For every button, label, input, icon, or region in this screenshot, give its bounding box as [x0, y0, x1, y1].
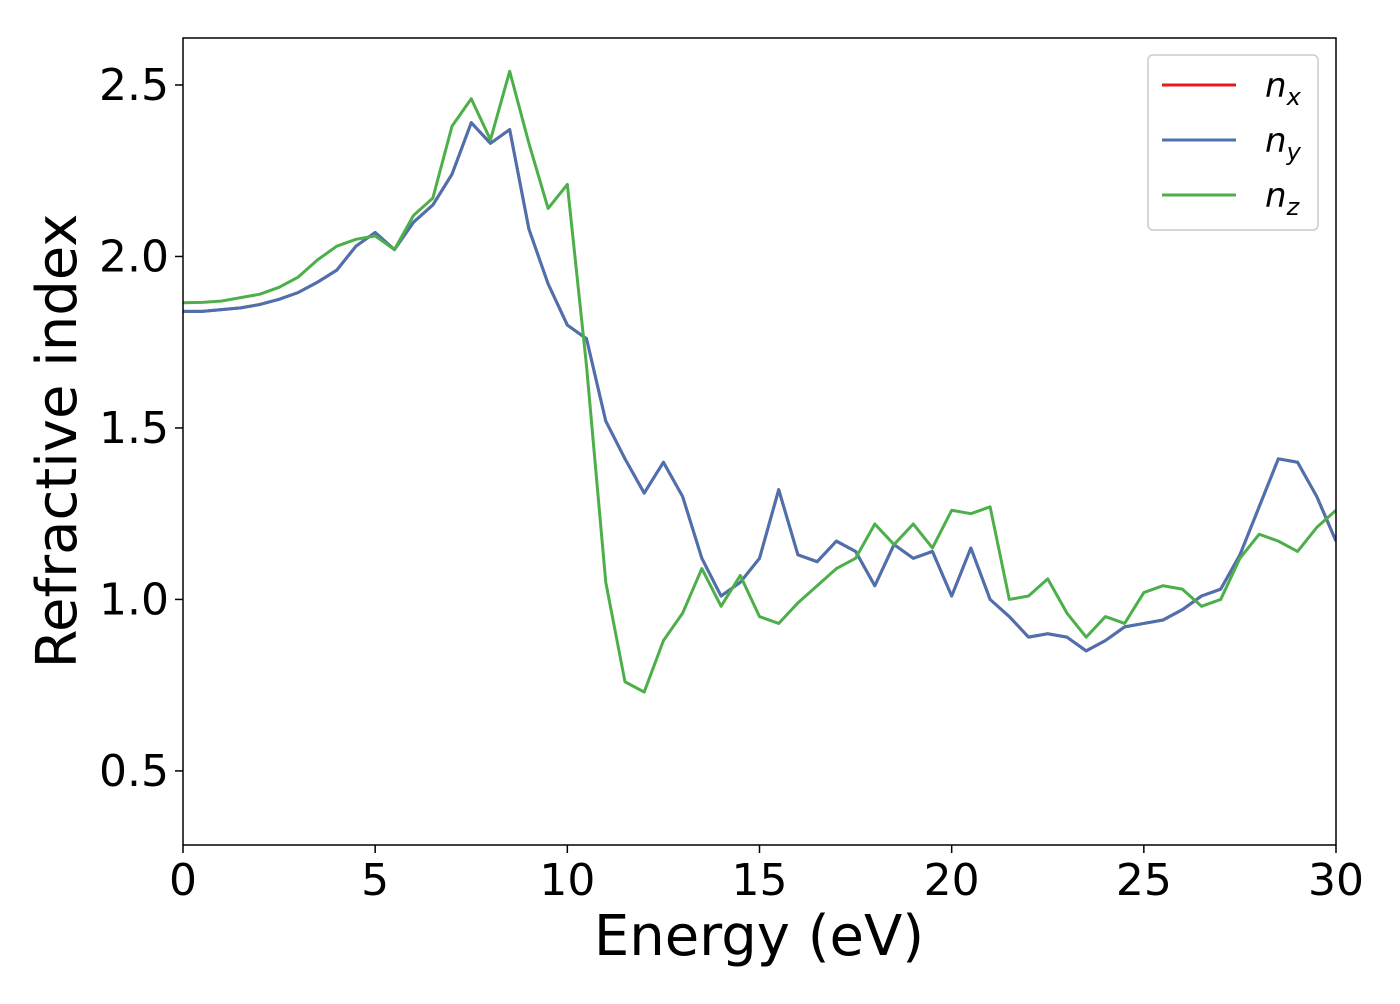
y-tick-label: 1.5	[99, 403, 169, 454]
legend-label: nx	[1265, 66, 1302, 111]
y-axis-label: Refractive index	[25, 214, 90, 669]
x-tick-label: 0	[169, 855, 197, 906]
x-tick-label: 30	[1308, 855, 1364, 906]
y-tick-label: 0.5	[99, 746, 169, 797]
x-tick-label: 25	[1116, 855, 1172, 906]
line-series	[183, 69, 1336, 694]
x-tick-label: 10	[539, 855, 595, 906]
y-tick-label: 2.0	[99, 231, 169, 282]
plot-frame	[182, 37, 1337, 846]
legend-box	[1147, 54, 1319, 231]
y-tick-label: 2.5	[99, 60, 169, 111]
x-tick-label: 5	[361, 855, 389, 906]
y-tick-label: 1.0	[99, 574, 169, 625]
x-tick-label: 15	[732, 855, 788, 906]
legend-label: nz	[1265, 176, 1301, 221]
x-axis-label: Energy (eV)	[594, 904, 924, 969]
legend-label: ny	[1265, 121, 1302, 166]
x-tick-label: 20	[924, 855, 980, 906]
line-series	[183, 121, 1336, 653]
